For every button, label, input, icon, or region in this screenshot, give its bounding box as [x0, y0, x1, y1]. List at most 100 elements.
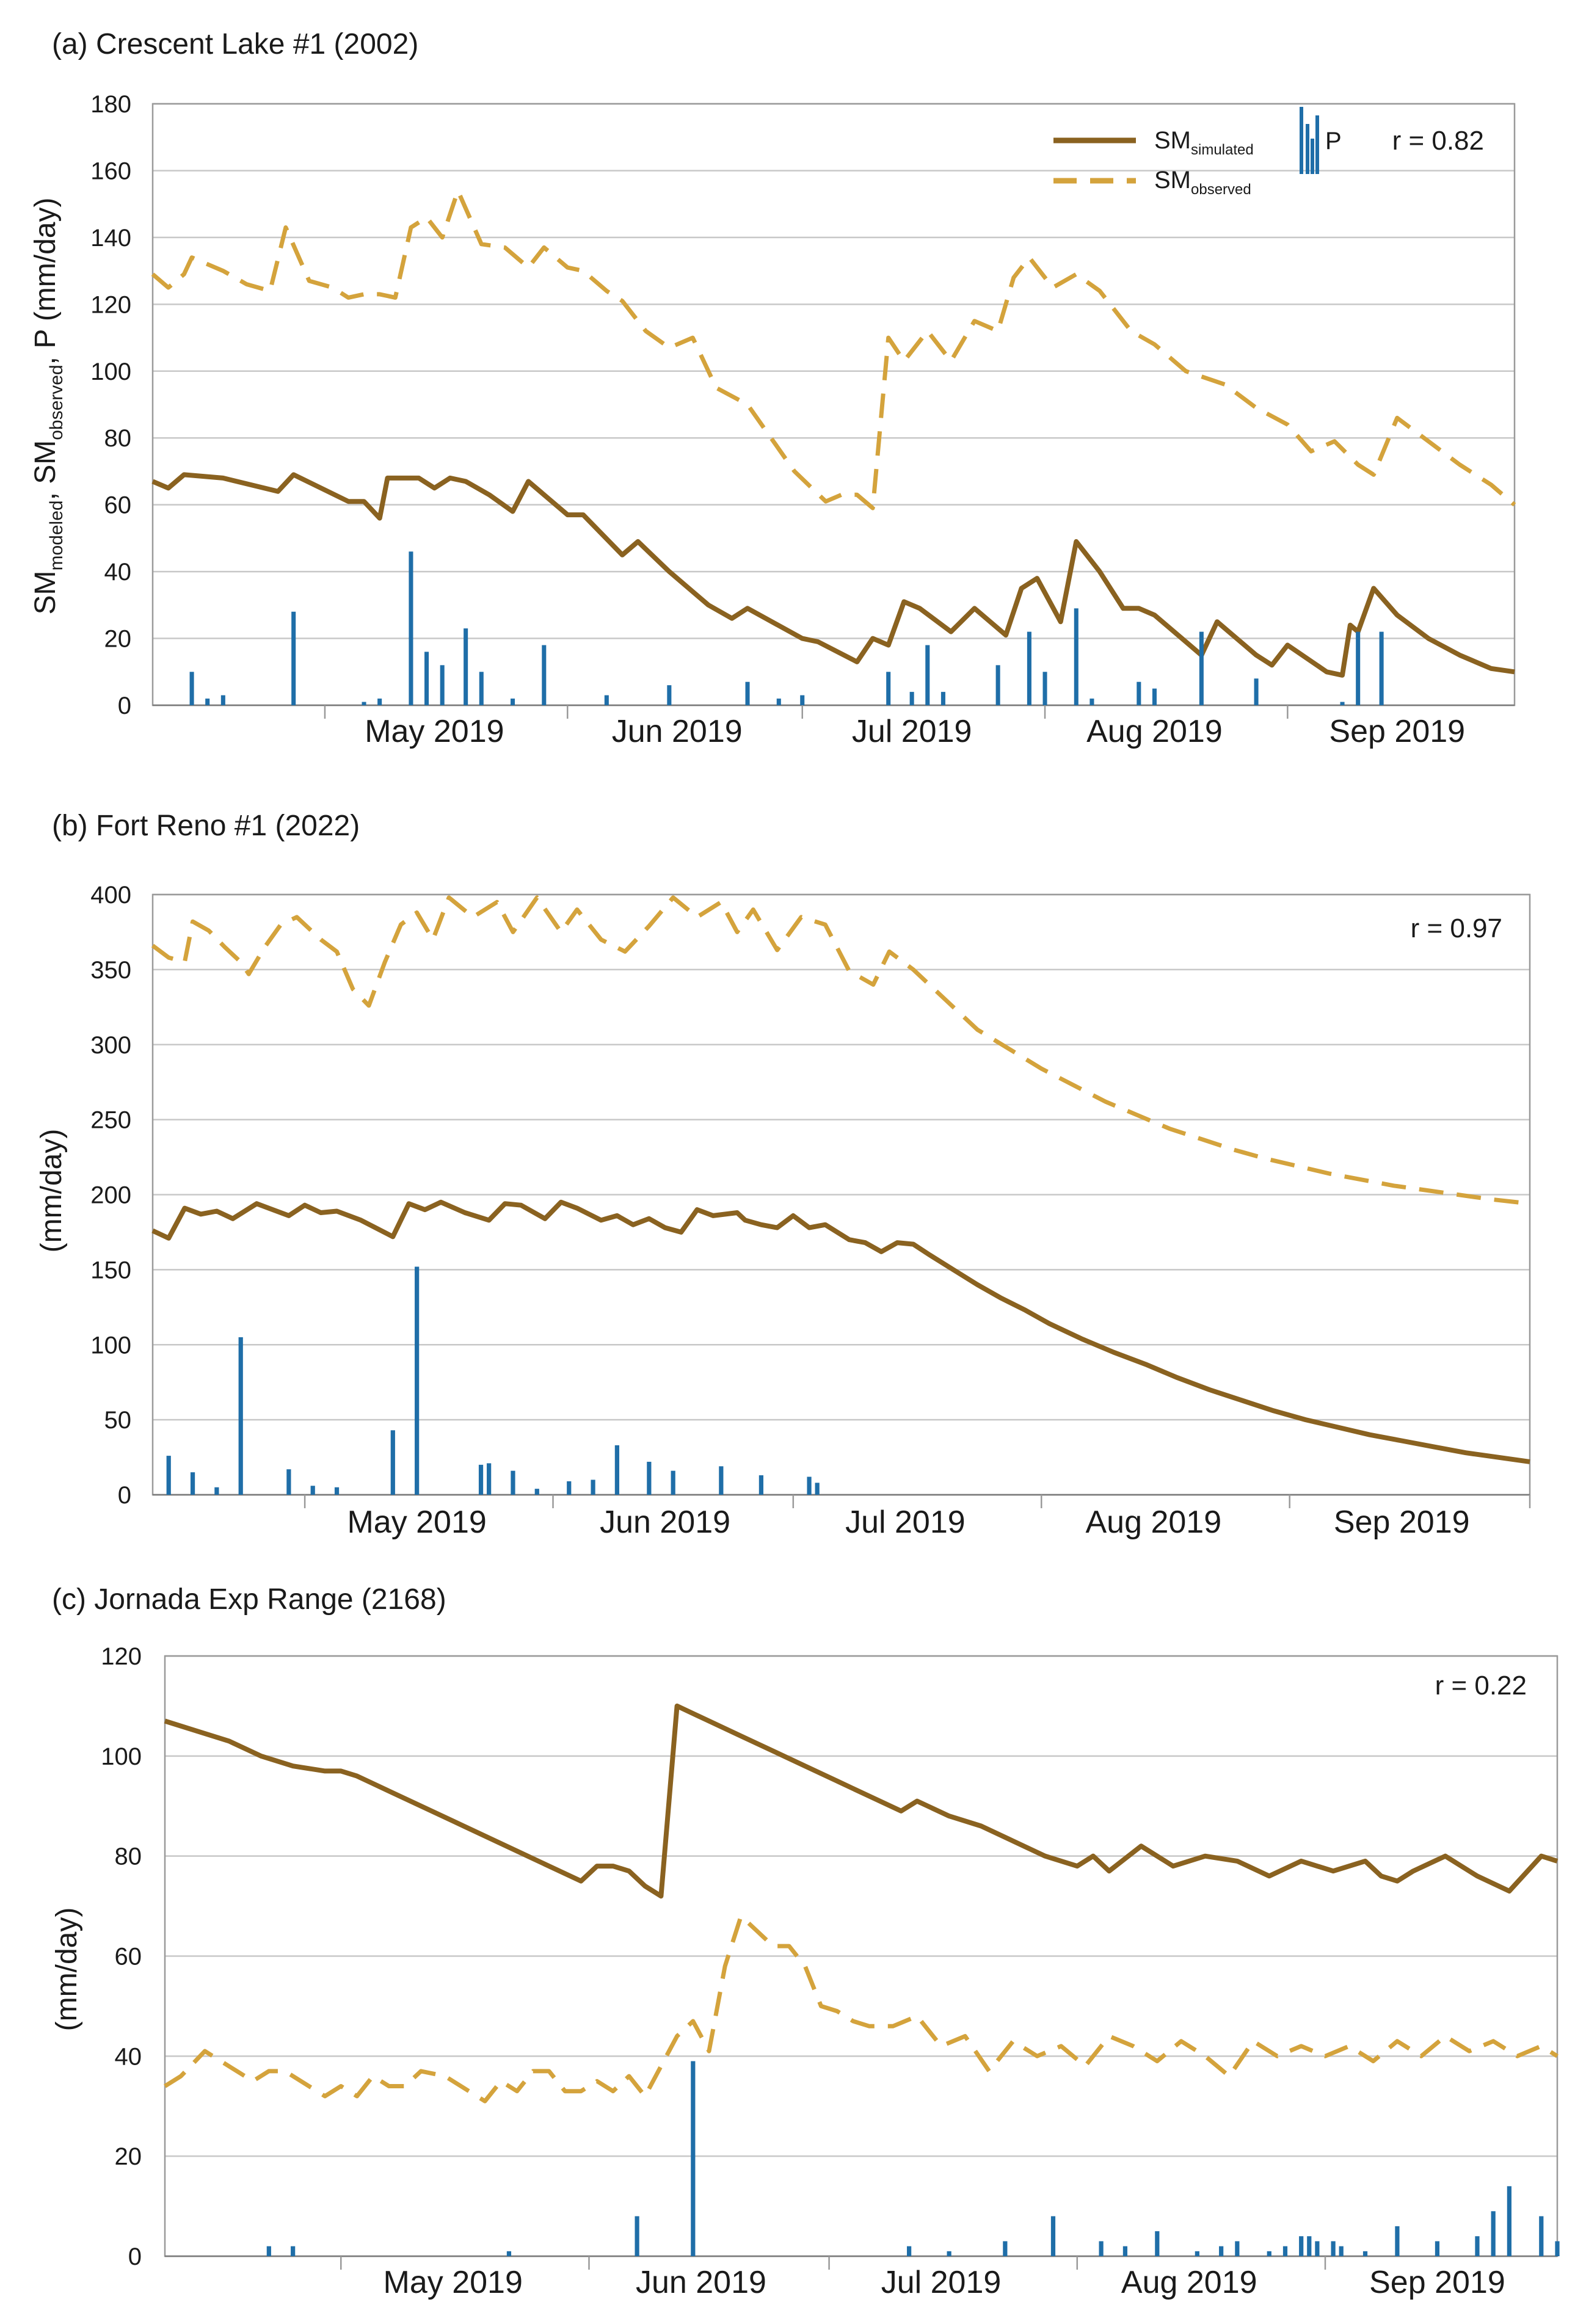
precip-bar — [464, 628, 468, 705]
legend-precip-label: P — [1325, 128, 1342, 154]
precip-bar — [291, 2246, 296, 2256]
legend-precip-bar — [1311, 139, 1314, 174]
panel-a-plot: 0 20 40 60 80 100 120 140 160 180 May 2019 Jun 2019… — [90, 91, 1516, 749]
precip-bar — [1555, 2241, 1560, 2256]
precip-bar — [534, 1489, 539, 1495]
precip-bar — [1003, 2241, 1008, 2256]
y-tick-label: 0 — [118, 1482, 131, 1509]
y-tick-label: 350 — [90, 957, 131, 984]
x-tick-label: May 2019 — [347, 1505, 486, 1540]
precip-bar — [189, 672, 194, 705]
x-tick-label: Aug 2019 — [1086, 714, 1223, 749]
precip-bar — [190, 1472, 195, 1495]
precip-bar — [745, 681, 750, 705]
precip-bar — [886, 672, 891, 705]
precip-bar — [1507, 2186, 1511, 2256]
precip-bar — [1435, 2241, 1440, 2256]
precip-bar — [1307, 2236, 1312, 2256]
y-tick-label: 250 — [90, 1107, 131, 1134]
y-tick-label: 40 — [115, 2043, 142, 2070]
y-tick-label: 150 — [90, 1257, 131, 1284]
precip-bar — [238, 1337, 243, 1495]
x-tick-label: Sep 2019 — [1329, 714, 1465, 749]
y-tick-label: 50 — [104, 1407, 132, 1434]
panel-c: (c) Jornada Exp Range (2168) (mm/day) 0 2… — [51, 1583, 1560, 2300]
panel-c-r-value: r = 0.22 — [1435, 1671, 1527, 1701]
precip-bar — [647, 1461, 652, 1495]
x-tick-label: Jul 2019 — [845, 1505, 966, 1540]
precip-bar — [1219, 2246, 1224, 2256]
precip-bar — [1340, 702, 1345, 705]
precip-bar — [1395, 2226, 1400, 2256]
x-tick-label: Jun 2019 — [636, 2265, 766, 2300]
precip-bar — [1539, 2216, 1544, 2256]
precip-bar — [511, 1470, 515, 1495]
legend-precip-swatch — [1300, 107, 1319, 174]
legend-obs-main: SM — [1154, 167, 1191, 194]
precip-bar — [511, 699, 515, 705]
legend-sim-main: SM — [1154, 127, 1191, 154]
precip-bar — [1050, 2216, 1056, 2256]
precip-bar — [1089, 699, 1094, 705]
precip-bar — [266, 2246, 271, 2256]
x-tick-label: Jul 2019 — [881, 2265, 1002, 2300]
sm-observed-line — [164, 1914, 1559, 2104]
precip-bar — [995, 665, 1000, 705]
precip-bar — [1331, 2241, 1336, 2256]
panel-c-ylabel: (mm/day) — [51, 1908, 83, 2032]
precip-bar — [1155, 2231, 1160, 2256]
precip-bar — [758, 1475, 764, 1495]
precip-bar — [220, 695, 225, 705]
precip-bar — [1315, 2241, 1320, 2256]
precip-bar — [409, 551, 413, 705]
precip-bar — [1027, 631, 1031, 705]
precip-bar — [815, 1483, 820, 1495]
legend-precip-bar — [1315, 115, 1319, 174]
y-tick-label: 60 — [115, 1944, 142, 1970]
x-tick-label: Jun 2019 — [600, 1505, 730, 1540]
precip-bar — [667, 685, 672, 705]
ylabel-part-p: , P (mm/day) — [29, 198, 62, 365]
y-tick-label: 200 — [90, 1182, 131, 1209]
y-tick-label: 80 — [115, 1843, 142, 1870]
precip-bar — [1282, 2246, 1288, 2256]
legend: SMsimulated SMobserved P — [1053, 107, 1342, 198]
ylabel-part-sm1: SM — [29, 571, 62, 615]
precip-bar — [205, 699, 210, 705]
y-tick-label: 40 — [104, 559, 132, 586]
precip-bar — [390, 1430, 395, 1495]
precip-bar — [671, 1470, 675, 1495]
panel-b-title: (b) Fort Reno #1 (2022) — [52, 810, 360, 842]
precip-bar — [1379, 631, 1384, 705]
y-tick-label: 0 — [118, 692, 131, 719]
y-tick-label: 0 — [128, 2243, 142, 2270]
y-tick-label: 100 — [101, 1743, 142, 1770]
panel-b: (b) Fort Reno #1 (2022) (mm/day) 0 50 100 1… — [35, 810, 1531, 1540]
sm-simulated-line — [151, 1199, 1530, 1464]
precip-bar — [1267, 2251, 1271, 2256]
precip-bar — [1362, 2251, 1368, 2256]
precip-bar — [377, 699, 382, 705]
precip-bar — [719, 1466, 724, 1495]
precip-bar — [1475, 2236, 1480, 2256]
precip-bar — [1299, 2236, 1304, 2256]
precip-bar — [909, 692, 914, 705]
sm-observed-line — [151, 188, 1516, 510]
precip-bar — [1074, 608, 1078, 705]
precip-bar — [940, 692, 945, 705]
precip-bar — [776, 699, 781, 705]
precip-bar — [614, 1445, 620, 1495]
sm-observed-line — [151, 895, 1530, 1206]
panel-c-title: (c) Jornada Exp Range (2168) — [52, 1583, 446, 1616]
precip-bar — [604, 695, 609, 705]
precip-bar — [424, 652, 429, 705]
precip-bar — [542, 645, 547, 705]
precip-bar — [800, 695, 805, 705]
precip-bar — [1339, 2246, 1344, 2256]
sm-simulated-line — [164, 1703, 1559, 1899]
x-tick-label: Sep 2019 — [1334, 1505, 1470, 1540]
precip-bar — [1099, 2241, 1104, 2256]
x-tick-label: Aug 2019 — [1085, 1505, 1221, 1540]
ylabel-part-modeled: modeled — [46, 500, 67, 570]
precip-bar — [362, 702, 366, 705]
